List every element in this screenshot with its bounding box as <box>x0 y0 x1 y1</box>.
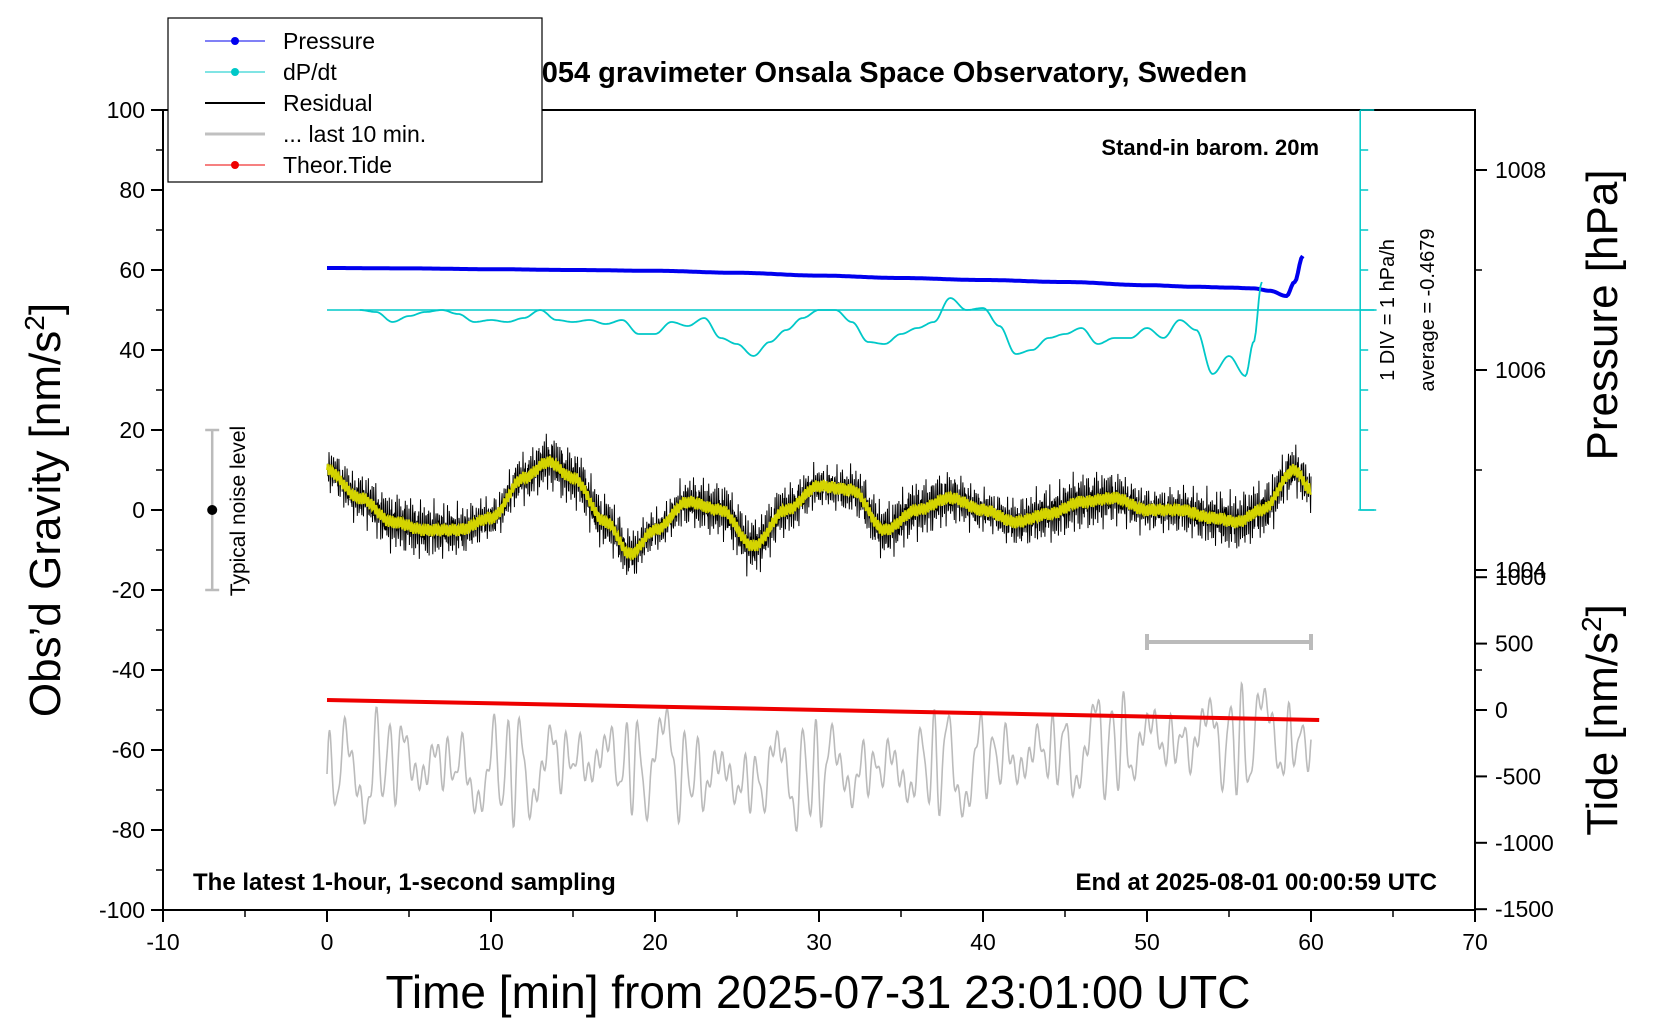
y-axis-title-tide: Tide [nm/s2] <box>1576 604 1627 836</box>
legend-items: Pressure dP/dt Residual ... last 10 min. The… <box>205 28 426 178</box>
y-tick-label: -80 <box>112 817 145 843</box>
legend-label: ... last 10 min. <box>283 121 426 147</box>
legend-label: dP/dt <box>283 59 337 85</box>
chart-title: SCG_054 gravimeter Onsala Space Observat… <box>463 57 1247 89</box>
y-tick-label: 0 <box>132 497 145 523</box>
tide-tick-label: -500 <box>1495 763 1541 789</box>
legend-box <box>167 17 543 183</box>
noise-bar-center <box>207 505 218 515</box>
series-dp-dt <box>359 281 1263 378</box>
barometer-note: Stand-in barom. 20m <box>1101 135 1319 160</box>
x-tick-label: 30 <box>806 929 832 955</box>
legend-label: Theor.Tide <box>283 152 392 178</box>
chart-marks <box>205 109 1377 833</box>
y-tick-label: -100 <box>99 897 145 923</box>
pressure-tick-label: 1006 <box>1495 357 1546 383</box>
axis-ticks: -10 0 10 20 30 40 50 60 70-100-80-60-40-20020406… <box>99 97 1554 955</box>
series-theor-tide <box>326 698 1320 722</box>
end-time-note: End at 2025-08-01 00:00:59 UTC <box>1076 869 1438 896</box>
series-pressure <box>327 254 1305 299</box>
div-label: 1 DIV = 1 hPa/h <box>1377 239 1399 381</box>
y-tick-label: 20 <box>119 417 145 443</box>
y-axis-title-pressure: Pressure [hPa] <box>1578 169 1627 460</box>
y-tick-label: -40 <box>112 657 145 683</box>
x-tick-label: 70 <box>1462 929 1488 955</box>
y-tick-label: 60 <box>119 257 145 283</box>
y-tick-label: -60 <box>112 737 145 763</box>
legend-label: Residual <box>283 90 373 116</box>
y-axis-title-left-sup: 2 <box>19 315 50 331</box>
y-axis-title-left-main: Obs’d Gravity [nm/s <box>21 331 70 717</box>
tide-tick-label: -1000 <box>1495 830 1554 856</box>
pressure-tick-label: 1004 <box>1495 557 1546 583</box>
x-tick-label: 0 <box>321 929 334 955</box>
last-10-min-series <box>326 680 1312 833</box>
residual-smoothed-series <box>326 455 1312 561</box>
y-axis-title-tide-main: Tide [nm/s <box>1578 632 1627 836</box>
y-tick-label: 80 <box>119 177 145 203</box>
sampling-note: The latest 1-hour, 1-second sampling <box>193 869 616 896</box>
legend-marker <box>231 68 239 76</box>
x-axis-title: Time [min] from 2025-07-31 23:01:00 UTC <box>386 966 1251 1018</box>
x-tick-label: 40 <box>970 929 996 955</box>
y-tick-label: 100 <box>107 97 145 123</box>
pressure-tick-label: 1008 <box>1495 157 1546 183</box>
y-axis-title-tide-sup: 2 <box>1576 616 1607 632</box>
legend-label: Pressure <box>283 28 375 54</box>
x-tick-label: -10 <box>146 929 179 955</box>
y-tick-label: 40 <box>119 337 145 363</box>
x-tick-label: 60 <box>1298 929 1324 955</box>
tide-tick-label: 500 <box>1495 631 1533 657</box>
y-axis-title-tide-end: ] <box>1578 604 1627 616</box>
legend-marker <box>231 37 239 45</box>
x-tick-label: 10 <box>478 929 504 955</box>
x-tick-label: 20 <box>642 929 668 955</box>
tide-tick-label: 0 <box>1495 697 1508 723</box>
tide-tick-label: 1000 <box>1495 564 1546 590</box>
y-axis-title-left-end: ] <box>21 303 70 315</box>
tide-tick-label: -1500 <box>1495 896 1554 922</box>
legend-marker <box>231 161 239 169</box>
legend: Pressure dP/dt Residual ... last 10 min. The… <box>167 17 543 183</box>
x-tick-label: 50 <box>1134 929 1160 955</box>
average-label: average = -0.4679 <box>1417 229 1439 392</box>
y-tick-label: -20 <box>112 577 145 603</box>
y-axis-title-left: Obs’d Gravity [nm/s2] <box>19 303 70 717</box>
noise-level-label: Typical noise level <box>227 426 250 596</box>
residual-series <box>326 433 1312 577</box>
